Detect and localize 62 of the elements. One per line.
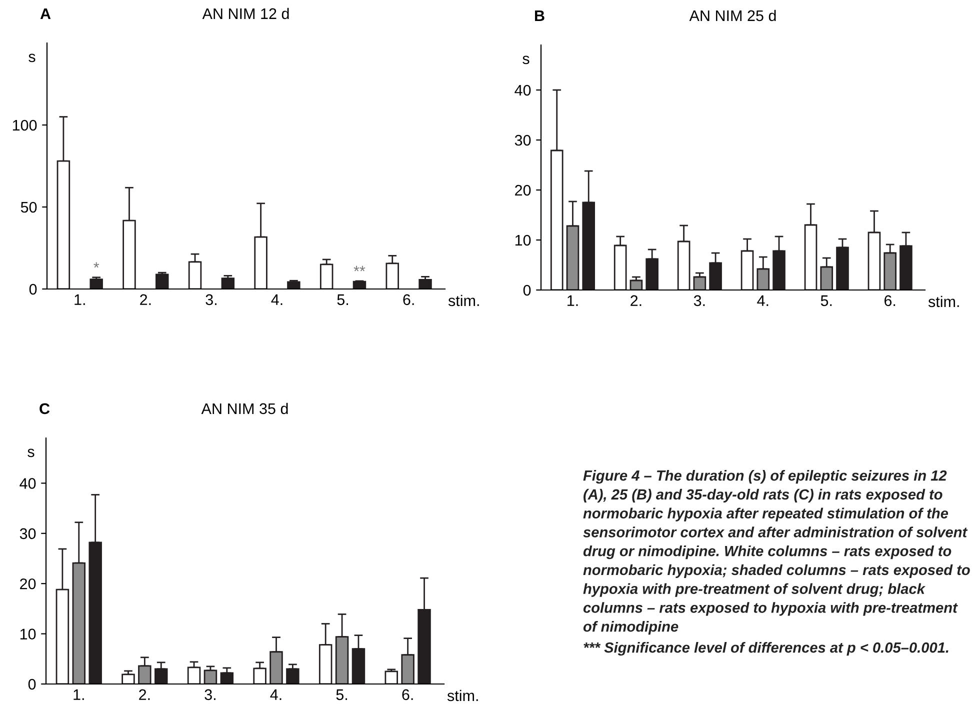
y-tick-label: 40 bbox=[514, 84, 531, 96]
text: B bbox=[535, 10, 544, 21]
x-tick-label: 6. bbox=[884, 295, 896, 306]
x-tick-label: 2. bbox=[139, 689, 150, 700]
x-tick-label: 4. bbox=[271, 294, 282, 305]
y-tick-label: 10 bbox=[515, 234, 531, 246]
y-tick-label: 40 bbox=[20, 478, 36, 489]
y-tick-label: 20 bbox=[515, 184, 531, 196]
x-tick-label: 4. bbox=[757, 295, 768, 306]
bar bbox=[204, 670, 218, 684]
x-tick-label: 2. bbox=[140, 294, 151, 305]
bar bbox=[352, 280, 366, 289]
bar bbox=[122, 674, 135, 684]
bar bbox=[286, 668, 300, 684]
y-axis-title: s bbox=[28, 54, 36, 62]
chart-title: AN NIM 25 d bbox=[689, 10, 776, 22]
annotation: ** bbox=[354, 266, 366, 272]
y-tick-label: 100 bbox=[12, 120, 37, 131]
y-tick-label: 0 bbox=[523, 284, 531, 296]
bar bbox=[693, 276, 706, 290]
bar bbox=[187, 666, 201, 684]
y-tick-label: 20 bbox=[20, 578, 36, 590]
bar bbox=[90, 278, 103, 289]
bar bbox=[220, 672, 234, 684]
y-axis-title: s bbox=[522, 56, 530, 64]
text: C bbox=[40, 403, 50, 414]
x-axis-title: stim. bbox=[447, 690, 478, 702]
bar bbox=[384, 670, 398, 684]
text: *** Significance level of differences at p < 0.05–0.001. bbox=[584, 642, 948, 656]
y-axis-title: s bbox=[28, 448, 34, 458]
x-tick-label: 5. bbox=[820, 295, 832, 306]
y-tick-label: 0 bbox=[28, 678, 36, 690]
x-tick-label: 3. bbox=[694, 295, 705, 306]
x-tick-label: 1. bbox=[74, 689, 84, 700]
x-tick-label: 1. bbox=[568, 295, 578, 306]
x-tick-label: 6. bbox=[402, 689, 413, 700]
x-tick-label: 3. bbox=[204, 689, 216, 700]
bar bbox=[287, 281, 300, 289]
chart-title: AN NIM 12 d bbox=[202, 8, 289, 20]
y-tick-label: 50 bbox=[20, 202, 37, 213]
bar bbox=[630, 280, 643, 290]
x-tick-label: 3. bbox=[206, 294, 216, 306]
x-tick-label: 6. bbox=[403, 294, 414, 306]
x-tick-label: 5. bbox=[336, 689, 348, 700]
y-tick-label: 30 bbox=[20, 528, 36, 540]
x-tick-label: 4. bbox=[270, 689, 282, 700]
x-tick-label: 5. bbox=[337, 294, 348, 306]
x-axis-title: stim. bbox=[448, 294, 479, 306]
x-tick-label: 1. bbox=[74, 294, 85, 305]
bar bbox=[221, 278, 235, 289]
y-tick-label: 10 bbox=[20, 628, 36, 640]
bar bbox=[320, 264, 334, 289]
text: A bbox=[40, 8, 51, 19]
x-axis-title: stim. bbox=[928, 296, 959, 308]
bar bbox=[418, 278, 432, 289]
bar bbox=[156, 274, 169, 289]
text: Figure 4 – The duration (s) of epileptic seizures in 12 (A), 25 (B) and 35-day-old rats (C) in rats exposed to normobaric hypoxia after repeated stimulation of the sensorimotor cortex and after administration of solvent drug or nimodipine. White columns – rats exposed to normobaric hypoxia; shaded columns – rats exposed to hypoxia with pre-treatment of solvent drug; black columns – rats exposed to hypoxia with pre-treatment of nimodipine bbox=[583, 470, 970, 635]
y-tick-label: 30 bbox=[514, 134, 531, 146]
x-tick-label: 2. bbox=[630, 295, 642, 306]
y-tick-label: 0 bbox=[29, 284, 37, 295]
chart-title: AN NIM 35 d bbox=[201, 402, 288, 414]
annotation: * bbox=[94, 262, 100, 268]
